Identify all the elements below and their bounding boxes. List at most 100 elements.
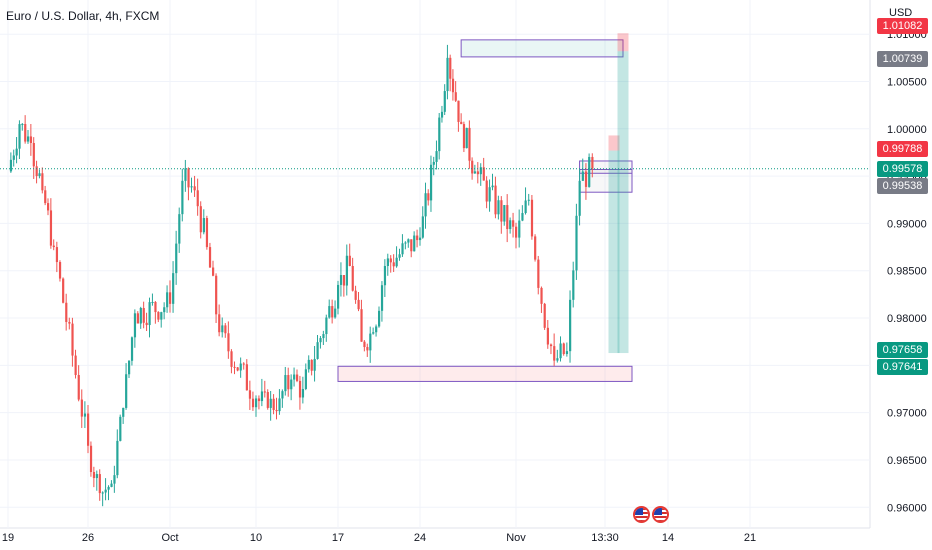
candle-body — [49, 210, 53, 246]
candle-body — [242, 363, 245, 365]
candle-body — [503, 205, 506, 222]
candle-body — [236, 367, 239, 371]
candle-body — [248, 390, 252, 399]
candle-body — [372, 332, 375, 334]
candle-body — [421, 216, 424, 238]
y-tick-label: 0.96000 — [887, 502, 927, 514]
candle-body — [457, 100, 460, 122]
us-flag-event-icon[interactable] — [633, 506, 650, 523]
candle-body — [128, 360, 131, 375]
candle-body — [68, 321, 71, 324]
candle-body — [116, 440, 119, 476]
candle-body — [74, 355, 77, 376]
candle-body — [485, 180, 488, 202]
candle-body — [540, 287, 543, 304]
candle-layer — [9, 44, 594, 507]
candle-body — [212, 267, 215, 276]
candle-body — [339, 275, 343, 285]
candle-body — [410, 239, 413, 252]
candle-body — [62, 278, 65, 303]
candle-body — [227, 333, 230, 352]
candle-body — [334, 308, 337, 318]
candle-body — [319, 338, 322, 343]
candle-body — [95, 474, 98, 479]
candle-body — [578, 180, 581, 216]
candle-body — [275, 409, 278, 412]
candle-body — [354, 290, 357, 300]
candle-body — [233, 366, 236, 368]
candle-body — [104, 489, 107, 493]
y-tick-label: 1.00500 — [887, 77, 927, 89]
candle-body — [424, 193, 427, 217]
candle-body — [546, 327, 549, 345]
candle-body — [581, 171, 584, 181]
price-tag: 0.99578 — [877, 160, 928, 177]
candle-body — [24, 124, 27, 142]
candle-body — [142, 307, 145, 323]
x-tick-label: 14 — [662, 532, 674, 544]
candle-body — [438, 117, 441, 152]
candle-body — [130, 337, 134, 361]
candle-body — [287, 375, 290, 390]
candle-body — [133, 313, 137, 338]
candle-body — [175, 243, 178, 274]
candle-body — [565, 351, 569, 355]
candle-body — [52, 245, 55, 248]
zone-layer — [337, 33, 633, 382]
candle-body — [404, 242, 407, 244]
candle-body — [584, 171, 588, 187]
x-tick-label: 21 — [744, 532, 756, 544]
candle-body — [257, 398, 261, 402]
candle-body — [290, 379, 293, 390]
candle-body — [181, 180, 184, 215]
candle-body — [136, 313, 139, 324]
candle-body — [588, 156, 591, 187]
candle-body — [184, 168, 187, 181]
demand-zone — [337, 365, 633, 382]
y-axis[interactable]: 1.010001.005001.000000.995000.990000.985… — [887, 29, 927, 514]
candle-body — [47, 203, 50, 211]
candle-body — [316, 342, 319, 359]
candle-body — [378, 310, 381, 327]
candle-body — [224, 325, 227, 334]
candle-body — [230, 351, 233, 367]
candle-body — [58, 262, 62, 279]
candle-body — [562, 343, 565, 355]
price-tag: 1.00739 — [877, 50, 928, 67]
candle-body — [38, 173, 41, 177]
candle-body — [89, 445, 93, 473]
candle-body — [87, 413, 90, 446]
candle-body — [80, 399, 83, 417]
candle-body — [65, 302, 68, 322]
y-tick-label: 0.99000 — [887, 218, 927, 230]
us-flag-event-icon[interactable] — [652, 506, 669, 523]
candle-body — [304, 369, 307, 389]
candle-body — [160, 312, 163, 320]
candle-body — [432, 161, 435, 165]
candle-body — [125, 374, 128, 408]
candle-body — [530, 199, 534, 237]
x-tick-label: 17 — [332, 532, 344, 544]
x-tick-label: 26 — [82, 532, 94, 544]
target-bar-1-risk — [608, 135, 620, 151]
candle-body — [345, 255, 348, 286]
candle-body — [366, 347, 369, 351]
x-tick-label: Nov — [506, 532, 526, 544]
candle-body — [239, 363, 242, 371]
x-axis[interactable]: 19 26 Oct 10 17 24 Nov 13:30 14 21 — [2, 532, 756, 544]
currency-label[interactable]: USD — [889, 7, 913, 19]
candle-body — [205, 218, 209, 248]
candle-body — [460, 121, 463, 125]
candle-body — [196, 190, 199, 207]
candle-body — [154, 302, 157, 313]
price-tag: 0.97658 — [877, 342, 928, 359]
grid-lines — [0, 0, 871, 529]
candle-body — [172, 273, 175, 304]
candle-body — [29, 136, 33, 143]
candle-body — [221, 325, 224, 333]
y-tick-label: 0.98000 — [887, 313, 927, 325]
candle-body — [110, 483, 113, 487]
x-tick-label: Oct — [161, 532, 178, 544]
candle-body — [202, 218, 205, 233]
